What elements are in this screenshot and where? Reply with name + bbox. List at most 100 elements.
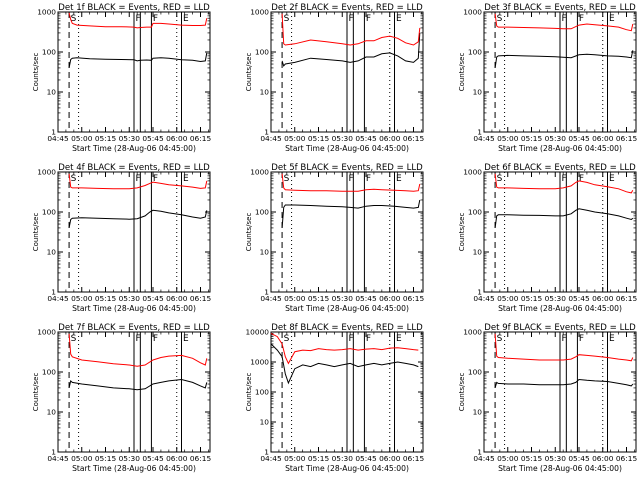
x-tick-label: 05:45 — [355, 134, 377, 143]
marker-label-e: E — [609, 14, 615, 24]
marker-label-f: F — [366, 14, 371, 24]
y-tick-label: 100 — [468, 208, 482, 217]
y-tick-label: 100 — [42, 208, 56, 217]
panel-title: Det 9f BLACK = Events, RED = LLD — [484, 323, 636, 333]
y-tick-label: 1000 — [37, 328, 56, 337]
marker-label-s: S — [497, 14, 503, 24]
marker-label-f: F — [579, 14, 584, 24]
x-tick-label: 06:00 — [379, 134, 401, 143]
y-tick-label: 1000 — [250, 168, 269, 177]
series-events-line — [270, 343, 419, 385]
marker-label-f: F — [136, 14, 141, 24]
x-tick-label: 05:15 — [521, 134, 543, 143]
series-lld-line — [68, 333, 208, 367]
marker-label-e: E — [396, 334, 402, 344]
y-axis-label: Counts/sec — [245, 213, 253, 252]
x-tick-label: 05:00 — [284, 454, 306, 463]
x-axis-label: Start Time (28-Aug-06 04:45:00) — [72, 304, 196, 313]
x-tick-label: 04:45 — [47, 294, 69, 303]
x-tick-label: 04:45 — [47, 134, 69, 143]
x-tick-label: 04:45 — [473, 454, 495, 463]
x-tick-label: 05:30 — [545, 134, 567, 143]
series-lld-line — [494, 333, 634, 362]
marker-label-f: F — [136, 334, 141, 344]
marker-label-s: S — [71, 14, 77, 24]
x-axis-label: Start Time (28-Aug-06 04:45:00) — [498, 144, 622, 153]
x-tick-label: 06:15 — [403, 454, 425, 463]
y-tick-label: 100 — [42, 48, 56, 57]
y-tick-label: 100 — [255, 48, 269, 57]
marker-label-f: F — [153, 174, 158, 184]
y-tick-label: 1 — [264, 128, 269, 137]
marker-label-f: F — [349, 174, 354, 184]
x-axis-label: Start Time (28-Aug-06 04:45:00) — [285, 304, 409, 313]
x-tick-label: 05:15 — [95, 294, 117, 303]
marker-label-f: F — [153, 14, 158, 24]
y-tick-label: 1000 — [463, 328, 482, 337]
y-tick-label: 1 — [477, 288, 482, 297]
x-tick-label: 05:00 — [284, 294, 306, 303]
series-lld-line — [494, 13, 634, 32]
series-events-line — [68, 52, 208, 68]
x-axis-label: Start Time (28-Aug-06 04:45:00) — [72, 144, 196, 153]
y-tick-label: 1 — [51, 128, 56, 137]
y-tick-label: 10 — [260, 248, 270, 257]
marker-label-s: S — [497, 334, 503, 344]
x-tick-label: 06:15 — [190, 294, 212, 303]
marker-label-f: F — [562, 174, 567, 184]
panel-title: Det 6f BLACK = Events, RED = LLD — [484, 163, 636, 173]
panel-det-9: Det 9f BLACK = Events, RED = LLD 1 10 100 10… — [458, 323, 637, 473]
y-tick-label: 1000 — [463, 168, 482, 177]
x-tick-label: 05:15 — [308, 454, 330, 463]
panel-title: Det 5f BLACK = Events, RED = LLD — [271, 163, 423, 173]
panel-det-1: Det 1f BLACK = Events, RED = LLD 1 10 100 10… — [32, 3, 211, 153]
panel-det-5: Det 5f BLACK = Events, RED = LLD 1 10 100 10… — [245, 163, 424, 313]
y-tick-label: 10 — [47, 88, 57, 97]
x-tick-label: 05:00 — [497, 454, 519, 463]
marker-label-e: E — [609, 174, 615, 184]
x-tick-label: 05:00 — [71, 294, 93, 303]
panel-title: Det 3f BLACK = Events, RED = LLD — [484, 3, 636, 13]
series-lld-line — [494, 173, 634, 194]
marker-label-f: F — [366, 334, 371, 344]
x-tick-label: 05:15 — [95, 134, 117, 143]
y-tick-label: 10000 — [245, 328, 269, 337]
y-axis-label: Counts/sec — [32, 213, 40, 252]
marker-label-f: F — [579, 334, 584, 344]
series-events-line — [494, 378, 634, 389]
panel-det-7: Det 7f BLACK = Events, RED = LLD 1 10 100 10… — [32, 323, 211, 473]
y-tick-label: 1 — [264, 448, 269, 457]
x-tick-label: 05:15 — [95, 454, 117, 463]
x-tick-label: 05:30 — [545, 294, 567, 303]
x-tick-label: 05:45 — [568, 134, 590, 143]
y-tick-label: 100 — [468, 48, 482, 57]
x-tick-label: 05:15 — [308, 294, 330, 303]
y-tick-label: 1000 — [250, 358, 269, 367]
x-tick-label: 04:45 — [47, 454, 69, 463]
panel-det-6: Det 6f BLACK = Events, RED = LLD 1 10 100 10… — [458, 163, 637, 313]
panel-det-4: Det 4f BLACK = Events, RED = LLD 1 10 100 10… — [32, 163, 211, 313]
y-tick-label: 10 — [47, 248, 57, 257]
y-tick-label: 10 — [47, 408, 57, 417]
marker-label-e: E — [396, 14, 402, 24]
x-tick-label: 05:15 — [521, 294, 543, 303]
y-tick-label: 10 — [473, 88, 483, 97]
marker-label-f: F — [153, 334, 158, 344]
x-tick-label: 05:30 — [332, 134, 354, 143]
x-tick-label: 05:45 — [355, 294, 377, 303]
marker-label-s: S — [497, 174, 503, 184]
panel-title: Det 1f BLACK = Events, RED = LLD — [58, 3, 210, 13]
y-axis-label: Counts/sec — [32, 53, 40, 92]
y-tick-label: 100 — [42, 368, 56, 377]
x-tick-label: 05:30 — [545, 454, 567, 463]
series-events-line — [281, 199, 421, 228]
x-tick-label: 05:30 — [332, 454, 354, 463]
x-tick-label: 05:45 — [142, 134, 164, 143]
y-axis-label: Counts/sec — [458, 373, 466, 412]
x-tick-label: 05:15 — [521, 454, 543, 463]
series-events-line — [68, 378, 208, 391]
x-tick-label: 04:45 — [260, 294, 282, 303]
panel-title: Det 7f BLACK = Events, RED = LLD — [58, 323, 210, 333]
x-tick-label: 05:30 — [119, 294, 141, 303]
x-tick-label: 05:45 — [568, 454, 590, 463]
